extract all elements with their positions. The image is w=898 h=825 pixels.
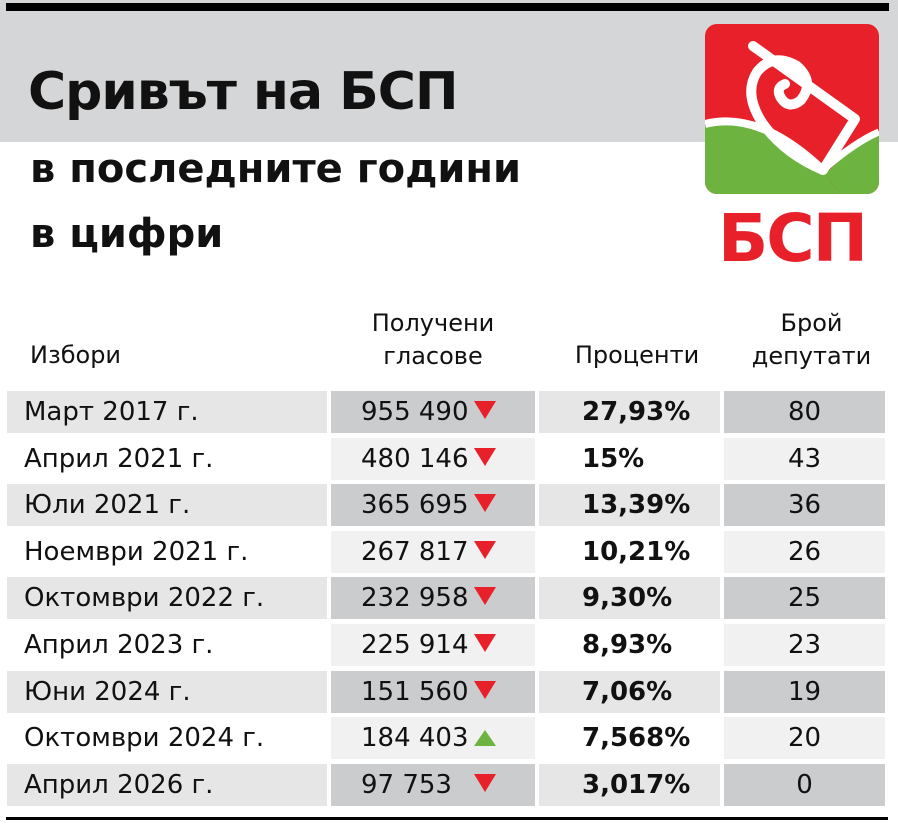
votes-cell: 365 695 [331, 484, 535, 527]
mps-cell: 19 [724, 670, 885, 713]
column-header-elections: Избори [30, 341, 122, 369]
bottom-rule [6, 817, 888, 820]
percent-cell: 10,21% [539, 530, 720, 573]
percent-cell: 13,39% [539, 484, 720, 527]
column-header-mps-line2: депутати [751, 342, 872, 370]
trend-down-icon [474, 773, 496, 792]
column-header-mps-line1: Брой [780, 309, 843, 337]
percent-cell: 27,93% [539, 391, 720, 433]
votes-value: 955 490 [361, 397, 469, 427]
trend-down-icon [474, 494, 496, 513]
votes-cell: 232 958 [331, 577, 535, 620]
votes-cell: 151 560 [331, 670, 535, 713]
election-cell: Октомври 2022 г. [7, 577, 327, 620]
mps-cell: 80 [724, 391, 885, 433]
votes-value: 225 914 [361, 629, 469, 660]
table-row: Юли 2021 г. 365 695 13,39% 36 [7, 484, 887, 527]
votes-cell: 480 146 [331, 437, 535, 480]
votes-cell: 225 914 [331, 623, 535, 666]
trend-down-icon [474, 633, 496, 652]
mps-cell: 0 [724, 763, 885, 806]
mps-cell: 25 [724, 577, 885, 620]
votes-cell: 97 753 [331, 763, 535, 806]
percent-cell: 3,017% [539, 763, 720, 806]
column-header-votes-line1: Получени [371, 309, 495, 337]
trend-down-icon [474, 401, 496, 419]
votes-cell: 267 817 [331, 530, 535, 573]
percent-cell: 9,30% [539, 577, 720, 620]
mps-cell: 36 [724, 484, 885, 527]
table-row: Октомври 2024 г. 184 403 7,568% 20 [7, 717, 887, 760]
bsp-logo: БСП [705, 24, 879, 277]
election-cell: Юли 2021 г. [7, 484, 327, 527]
trend-down-icon [474, 587, 496, 606]
trend-down-icon [474, 447, 496, 466]
table-row: Април 2021 г. 480 146 15% 43 [7, 437, 887, 480]
mps-cell: 23 [724, 623, 885, 666]
mps-cell: 43 [724, 437, 885, 480]
votes-value: 97 753 [361, 769, 452, 800]
votes-value: 267 817 [361, 536, 469, 567]
table-row: Април 2026 г. 97 753 3,017% 0 [7, 763, 887, 806]
table-row: Март 2017 г. 955 490 27,93% 80 [7, 391, 887, 433]
election-cell: Ноември 2021 г. [7, 530, 327, 573]
election-cell: Април 2021 г. [7, 437, 327, 480]
election-cell: Април 2026 г. [7, 763, 327, 806]
votes-cell: 184 403 [331, 717, 535, 760]
votes-value: 184 403 [361, 723, 469, 754]
trend-up-icon [474, 730, 496, 747]
page-subtitle-line1: в последните години [30, 146, 522, 192]
votes-value: 232 958 [361, 583, 469, 614]
page-subtitle-line2: в цифри [30, 211, 224, 257]
percent-cell: 7,06% [539, 670, 720, 713]
column-header-mps: Брой депутати [724, 308, 898, 371]
mps-cell: 26 [724, 530, 885, 573]
election-cell: Юни 2024 г. [7, 670, 327, 713]
percent-cell: 15% [539, 437, 720, 480]
table-row: Октомври 2022 г. 232 958 9,30% 25 [7, 577, 887, 620]
votes-value: 365 695 [361, 490, 469, 521]
column-header-percent: Проценти [574, 341, 700, 369]
column-header-votes-line2: гласове [383, 342, 483, 370]
election-cell: Април 2023 г. [7, 623, 327, 666]
votes-value: 151 560 [361, 676, 469, 707]
election-cell: Март 2017 г. [7, 391, 327, 433]
table-row: Юни 2024 г. 151 560 7,06% 19 [7, 670, 887, 713]
percent-cell: 8,93% [539, 623, 720, 666]
table-row: Април 2023 г. 225 914 8,93% 23 [7, 623, 887, 666]
rose-icon: БСП [705, 24, 879, 277]
votes-value: 480 146 [361, 443, 469, 474]
results-table: Март 2017 г. 955 490 27,93% 80 Април 202… [7, 391, 887, 810]
column-header-votes: Получени гласове [331, 308, 535, 371]
percent-cell: 7,568% [539, 717, 720, 760]
svg-text:БСП: БСП [718, 200, 866, 267]
trend-down-icon [474, 680, 496, 699]
top-rule [6, 3, 889, 11]
mps-cell: 20 [724, 717, 885, 760]
table-row: Ноември 2021 г. 267 817 10,21% 26 [7, 530, 887, 573]
election-cell: Октомври 2024 г. [7, 717, 327, 760]
trend-down-icon [474, 540, 496, 559]
votes-cell: 955 490 [331, 391, 535, 433]
page-title: Сривът на БСП [28, 62, 458, 122]
